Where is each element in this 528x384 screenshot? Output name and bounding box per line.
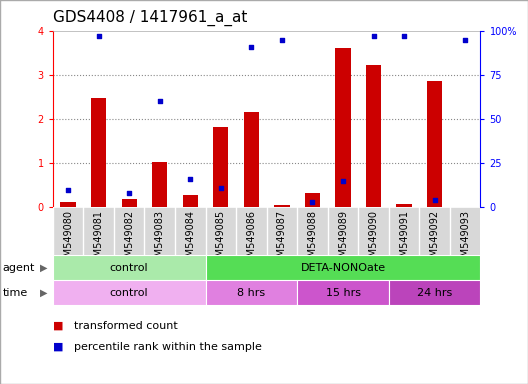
Bar [397, 204, 412, 207]
Bar [389, 207, 419, 255]
Point [216, 185, 225, 191]
Point [370, 33, 378, 39]
Point [125, 190, 134, 196]
Text: ▶: ▶ [40, 288, 48, 298]
Point [64, 187, 72, 193]
Text: 15 hrs: 15 hrs [325, 288, 361, 298]
Bar [53, 280, 205, 305]
Text: percentile rank within the sample: percentile rank within the sample [74, 342, 262, 352]
Text: control: control [110, 263, 148, 273]
Text: GSM549083: GSM549083 [155, 210, 165, 269]
Bar [60, 202, 76, 207]
Bar [328, 207, 359, 255]
Text: 24 hrs: 24 hrs [417, 288, 452, 298]
Text: GSM549084: GSM549084 [185, 210, 195, 269]
Bar [297, 207, 328, 255]
Text: GSM549081: GSM549081 [93, 210, 103, 269]
Text: ■: ■ [53, 321, 63, 331]
Text: GSM549092: GSM549092 [430, 210, 440, 269]
Bar [359, 207, 389, 255]
Text: ■: ■ [53, 342, 63, 352]
Bar [267, 207, 297, 255]
Bar [91, 98, 106, 207]
Text: control: control [110, 288, 148, 298]
Point [430, 197, 439, 204]
Text: ▶: ▶ [40, 263, 48, 273]
Bar [297, 280, 389, 305]
Text: GSM549082: GSM549082 [124, 210, 134, 269]
Text: GSM549089: GSM549089 [338, 210, 348, 269]
Bar [419, 207, 450, 255]
Text: GSM549093: GSM549093 [460, 210, 470, 269]
Bar [205, 207, 236, 255]
Bar [236, 207, 267, 255]
Bar [427, 81, 442, 207]
Point [95, 33, 103, 39]
Bar [114, 207, 145, 255]
Bar [274, 205, 289, 207]
Text: GSM549087: GSM549087 [277, 210, 287, 269]
Point [156, 98, 164, 104]
Bar [83, 207, 114, 255]
Bar [53, 255, 205, 280]
Bar [213, 127, 229, 207]
Text: agent: agent [3, 263, 35, 273]
Bar [175, 207, 205, 255]
Bar [152, 162, 167, 207]
Text: GDS4408 / 1417961_a_at: GDS4408 / 1417961_a_at [53, 10, 247, 26]
Bar [335, 48, 351, 207]
Bar [145, 207, 175, 255]
Text: GSM549090: GSM549090 [369, 210, 379, 269]
Bar [53, 207, 83, 255]
Text: GSM549086: GSM549086 [247, 210, 257, 269]
Text: GSM549091: GSM549091 [399, 210, 409, 269]
Text: GSM549085: GSM549085 [216, 210, 226, 269]
Bar [121, 199, 137, 207]
Text: DETA-NONOate: DETA-NONOate [300, 263, 385, 273]
Point [308, 199, 317, 205]
Point [400, 33, 408, 39]
Point [278, 36, 286, 43]
Bar [205, 255, 480, 280]
Point [339, 178, 347, 184]
Point [461, 36, 469, 43]
Bar [305, 193, 320, 207]
Bar [205, 280, 297, 305]
Text: GSM549088: GSM549088 [307, 210, 317, 269]
Bar [450, 207, 480, 255]
Bar [366, 65, 381, 207]
Text: transformed count: transformed count [74, 321, 177, 331]
Text: time: time [3, 288, 28, 298]
Point [247, 43, 256, 50]
Text: GSM549080: GSM549080 [63, 210, 73, 269]
Text: 8 hrs: 8 hrs [237, 288, 266, 298]
Bar [183, 195, 198, 207]
Point [186, 176, 194, 182]
Bar [389, 280, 480, 305]
Bar [244, 113, 259, 207]
